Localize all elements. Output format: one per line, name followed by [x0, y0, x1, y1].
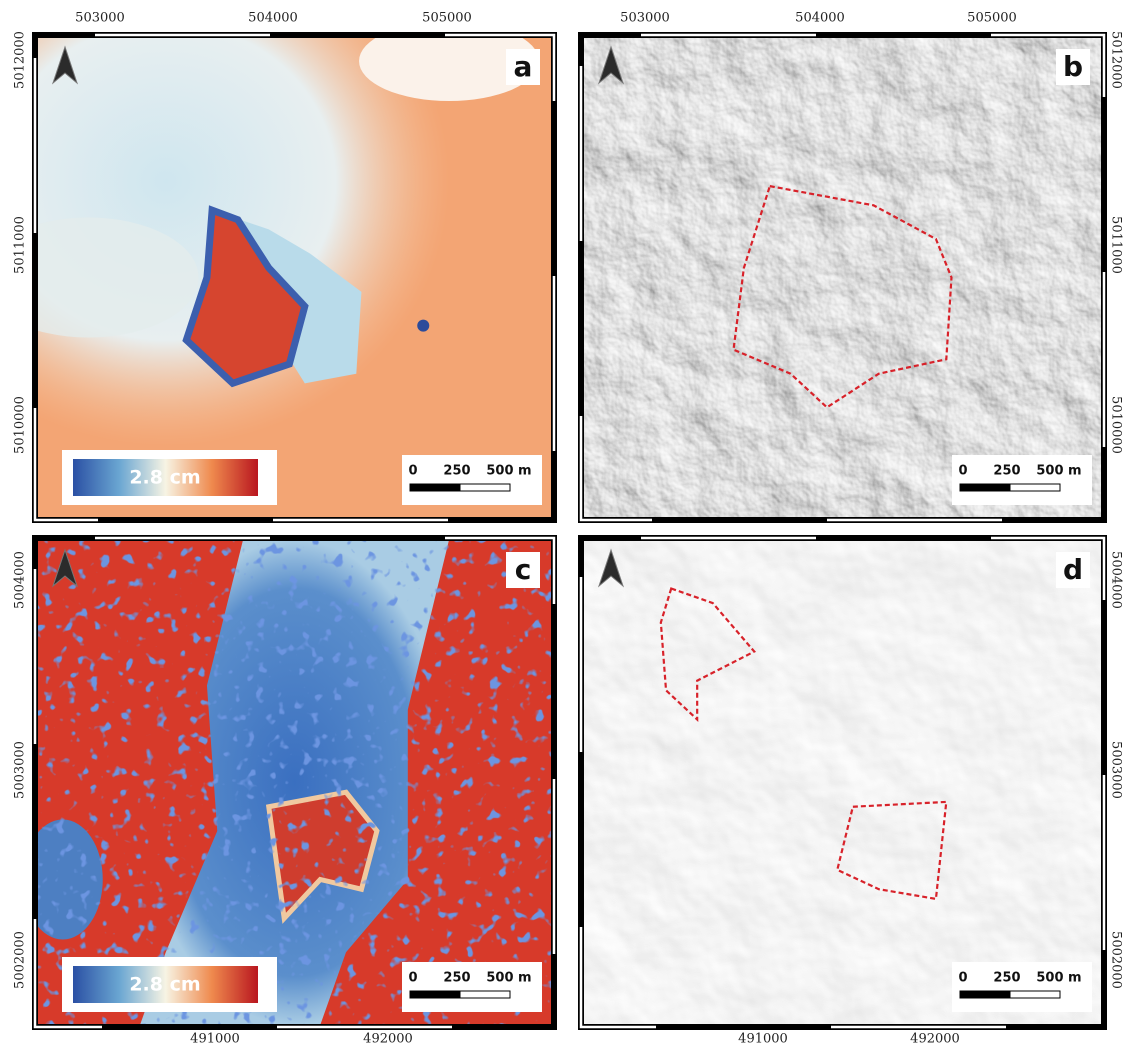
y-tick-label: 5012000 [1109, 31, 1124, 89]
x-tick-label: 492000 [910, 1032, 960, 1047]
y-tick-label: 5004000 [1109, 551, 1124, 609]
x-tick-label: 505000 [967, 11, 1017, 26]
scale-label: 0 [958, 971, 967, 986]
north-arrow [51, 548, 79, 588]
frame-alt [33, 33, 556, 522]
panel-label: c [515, 553, 532, 586]
y-tick-label: 5010000 [1109, 396, 1124, 454]
panel-label-box [506, 49, 540, 85]
scale-label: 500 m [1036, 464, 1081, 479]
y-tick-label: 5002000 [13, 931, 28, 989]
legend-label: 2.8 cm [129, 974, 200, 996]
panel-label: d [1063, 553, 1083, 586]
y-tick-label: 5004000 [13, 551, 28, 609]
panel-label-box [1056, 552, 1090, 588]
x-tick-label: 492000 [363, 1032, 413, 1047]
panel-label-box [506, 552, 540, 588]
y-tick-label: 5002000 [1109, 931, 1124, 989]
colorbar [73, 459, 258, 496]
y-tick-label: 5010000 [13, 396, 28, 454]
landslide-outline [836, 800, 948, 901]
scale-bar-black [409, 483, 461, 492]
map-panel: a 503000 504000 505000 5012000 5011000 5010000… [13, 11, 557, 523]
frame-alt [579, 536, 1106, 1029]
scale-label: 500 m [486, 464, 531, 479]
map-panel: c 491000 492000 5004000 5003000 5002000 2.8 cm… [13, 535, 557, 1047]
frame-alt [579, 33, 1106, 522]
north-arrow [597, 45, 625, 85]
landslide-outline [732, 184, 953, 409]
hillshade [583, 540, 1102, 1025]
map-image [583, 37, 1102, 518]
scale-label: 500 m [1036, 971, 1081, 986]
deformation-spot [417, 319, 430, 332]
raster-light [359, 37, 539, 102]
map-image [37, 37, 552, 518]
x-tick-label: 505000 [422, 11, 472, 26]
y-tick-label: 5012000 [13, 31, 28, 89]
panel-label: b [1063, 50, 1083, 83]
y-tick-label: 5003000 [13, 741, 28, 799]
scale-label: 250 [443, 464, 470, 479]
scale-box [952, 455, 1092, 505]
scale-label: 0 [408, 464, 417, 479]
legend-label: 2.8 cm [129, 467, 200, 489]
raster-blue [37, 217, 199, 338]
x-tick-label: 503000 [620, 11, 670, 26]
map-image [37, 540, 552, 1025]
scale-bar-black [959, 990, 1011, 999]
scale-bar-black [409, 990, 461, 999]
scale-bar-white [1009, 483, 1061, 492]
map-panel: b 503000 504000 505000 5012000 5011000 5010000… [578, 11, 1124, 523]
panel-label: a [514, 50, 533, 83]
scale-label: 250 [993, 464, 1020, 479]
north-arrow [597, 548, 625, 588]
scale-label: 500 m [486, 971, 531, 986]
scale-label: 250 [993, 971, 1020, 986]
raster-speckle [37, 540, 552, 1025]
colorbar [73, 966, 258, 1003]
frame-alt [33, 536, 556, 1029]
north-arrow [51, 45, 79, 85]
scale-bar-black [959, 483, 1011, 492]
x-tick-label: 504000 [248, 11, 298, 26]
hillshade [583, 37, 1102, 518]
scale-box [952, 962, 1092, 1012]
map-image [583, 540, 1102, 1025]
x-tick-label: 491000 [190, 1032, 240, 1047]
map-panel: d 491000 492000 5004000 5003000 5002000 0 250 50… [578, 535, 1124, 1047]
x-tick-label: 504000 [795, 11, 845, 26]
y-tick-label: 5003000 [1109, 741, 1124, 799]
deformation-red [182, 205, 309, 388]
scale-box [402, 962, 542, 1012]
scale-label: 0 [408, 971, 417, 986]
y-tick-label: 5011000 [13, 216, 28, 274]
scale-box [402, 455, 542, 505]
y-tick-label: 5011000 [1109, 216, 1124, 274]
x-tick-label: 503000 [75, 11, 125, 26]
panel-label-box [1056, 49, 1090, 85]
scale-bar-white [1009, 990, 1061, 999]
x-tick-label: 491000 [738, 1032, 788, 1047]
scale-label: 0 [958, 464, 967, 479]
scale-label: 250 [443, 971, 470, 986]
scale-bar-white [459, 483, 511, 492]
scale-bar-white [459, 990, 511, 999]
